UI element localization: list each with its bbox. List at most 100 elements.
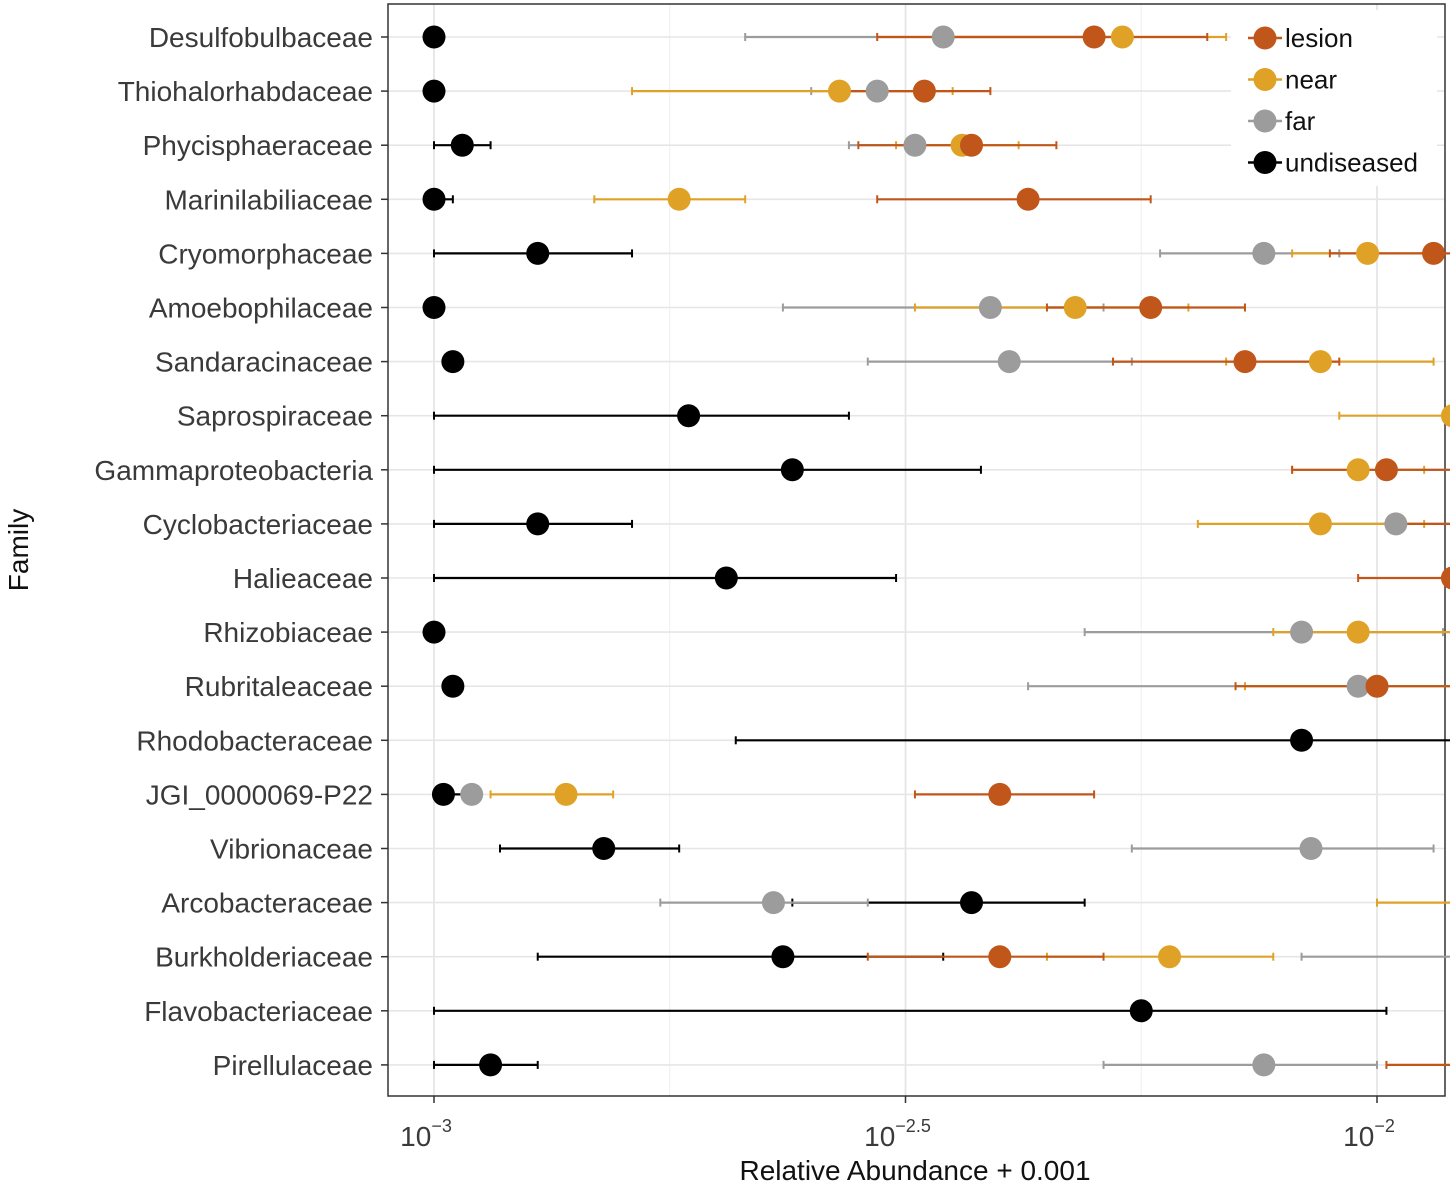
point-undiseased [422,79,446,103]
legend-key-dot-undiseased [1253,151,1277,174]
point-far [761,891,785,915]
y-tick-label: Halieaceae [233,563,373,594]
marks-layer [422,25,1450,1077]
y-tick-label: Flavobacteriaceae [144,996,373,1027]
y-tick-label: Cryomorphaceae [158,238,373,269]
point-far [1346,674,1370,698]
point-near [1308,350,1332,374]
x-tick-exponent: −2 [1374,1116,1395,1136]
family-row-marks [433,133,1058,157]
legend-key-dot-far [1253,109,1277,133]
point-far [978,296,1002,319]
point-near [1440,404,1450,427]
point-far [1252,1053,1276,1077]
point-near [1346,620,1370,644]
point-near [1308,512,1332,536]
point-near [1356,241,1380,265]
legend-label-lesion: lesion [1285,23,1353,53]
y-tick-label: Amoebophilaceae [149,293,373,324]
x-axis-title: Relative Abundance + 0.001 [739,1155,1090,1186]
family-row-marks [734,728,1450,752]
y-tick-label: Rubritaleaceae [185,671,373,702]
point-undiseased [771,945,795,969]
family-row-marks [422,296,1246,319]
family-row-marks [433,1053,1450,1077]
point-far [1252,241,1276,265]
family-row-marks [422,25,1228,49]
legend-label-near: near [1285,65,1337,95]
legend-label-far: far [1285,106,1316,136]
point-undiseased [677,404,701,428]
point-far [997,350,1021,374]
point-near [1346,458,1370,482]
point-lesion [1422,241,1446,265]
y-tick-label: Sandaracinaceae [155,347,373,378]
point-undiseased [780,458,804,482]
point-near [1110,25,1134,49]
family-row-marks [422,620,1450,644]
point-lesion [960,133,984,157]
y-tick-label: Phycisphaeraceae [143,130,373,161]
point-undiseased [422,187,446,211]
family-row-marks [433,404,1450,428]
family-row-marks [431,782,1096,806]
point-near [827,79,851,103]
family-row-marks [433,241,1450,265]
point-undiseased [422,620,446,644]
point-lesion [1016,187,1040,211]
point-lesion [1374,458,1398,482]
point-undiseased [479,1053,503,1077]
point-undiseased [422,25,446,49]
point-undiseased [526,241,550,265]
legend-key-dot-near [1253,68,1277,91]
family-row-marks [441,350,1435,374]
point-near [1063,296,1087,319]
point-lesion [988,945,1012,969]
point-undiseased [592,837,616,860]
legend: lesion near far undiseased [1231,10,1437,186]
y-tick-label: Gammaproteobacteria [94,455,373,486]
family-row-marks [433,458,1450,482]
y-tick-label: Burkholderiaceae [155,942,373,973]
point-far [1299,837,1323,860]
point-lesion [1365,674,1389,698]
y-tick-label: Marinilabiliaceae [164,184,373,215]
point-far [460,782,484,806]
point-lesion [1139,296,1163,319]
plot-panel-border [387,3,1446,1097]
legend-label-undiseased: undiseased [1285,148,1418,178]
point-undiseased [714,566,738,590]
family-row-marks [422,187,1152,211]
point-lesion [1082,25,1106,49]
point-far [865,79,889,103]
point-near [1158,945,1182,969]
y-tick-label: Thiohalorhabdaceae [118,76,373,107]
point-undiseased [960,891,984,915]
family-row-marks [433,999,1388,1023]
y-axis-title: Family [3,509,34,591]
point-near [667,187,691,211]
family-row-marks [659,891,1450,915]
family-row-marks [499,837,1435,860]
family-row-marks [536,945,1450,969]
point-undiseased [1129,999,1153,1023]
y-tick-label: Rhizobiaceae [203,617,373,648]
y-tick-label: Cyclobacteriaceae [143,509,373,540]
y-tick-label: Arcobacteraceae [161,888,373,919]
y-tick-label: Saprospiraceae [177,401,373,432]
point-far [1290,620,1314,644]
point-far [931,25,955,49]
point-undiseased [526,512,550,536]
x-axis: 10−310−2.510−210−1.510−1 [400,1096,1395,1152]
x-tick-exponent: −3 [431,1116,452,1136]
family-row-marks [433,512,1450,536]
point-far [903,133,927,157]
family-row-marks [433,566,1450,590]
point-far [1384,512,1408,536]
x-tick-exponent: −2.5 [895,1116,931,1136]
point-undiseased [441,674,465,698]
point-lesion [1233,350,1257,374]
point-lesion [988,782,1012,806]
